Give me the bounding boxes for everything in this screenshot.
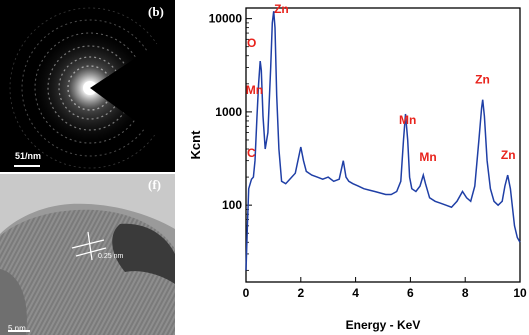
diffraction-pattern-graphic (0, 0, 175, 172)
axis-ticks: 0 2 4 6 8 10 100 1000 10000 (209, 12, 527, 300)
y-tick-label: 10000 (209, 12, 243, 26)
diffraction-pattern-image: (b) 51/nm (0, 0, 175, 172)
element-label: Mn (399, 113, 416, 127)
element-label: Mn (419, 150, 436, 164)
spectrum-line (245, 11, 521, 271)
lattice-spacing-label: 0.25 nm (98, 253, 124, 260)
x-tick-label: 8 (462, 286, 469, 300)
y-axis-label: Kcnt (188, 130, 203, 160)
hrtem-graphic (0, 174, 175, 335)
saed-scale-label: 51/nm (15, 151, 42, 161)
x-tick-label: 2 (297, 286, 304, 300)
hrtem-image: (f) 0.25 nm 5 nm (0, 174, 175, 335)
element-label: Zn (475, 73, 490, 87)
x-tick-label: 4 (352, 286, 359, 300)
element-label: Zn (501, 148, 516, 162)
x-tick-label: 6 (407, 286, 414, 300)
x-tick-label: 0 (243, 286, 250, 300)
element-label: Zn (274, 2, 289, 16)
panel-label-b: (b) (148, 4, 164, 19)
element-label: O (247, 36, 256, 50)
x-tick-label: 10 (513, 286, 527, 300)
hrtem-scale-label: 5 nm (8, 324, 26, 333)
y-tick-label: 100 (222, 198, 242, 212)
x-axis-label: Energy - KeV (346, 318, 421, 332)
plot-frame (245, 7, 521, 283)
element-label: C (247, 146, 256, 160)
panel-label-f: (f) (148, 177, 161, 192)
y-tick-label: 1000 (215, 105, 242, 119)
element-label: Mn (246, 83, 263, 97)
element-labels: O Mn Zn C Mn Mn Zn Zn (246, 2, 516, 164)
